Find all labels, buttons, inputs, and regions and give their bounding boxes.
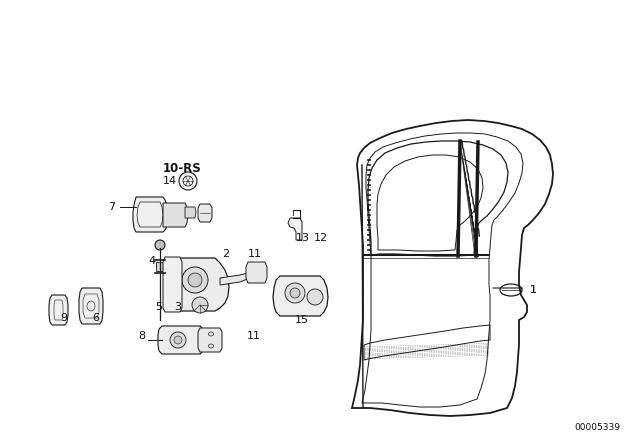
Polygon shape xyxy=(49,295,68,325)
Circle shape xyxy=(170,332,186,348)
Polygon shape xyxy=(158,326,205,354)
Circle shape xyxy=(174,336,182,344)
Text: 3: 3 xyxy=(174,302,181,312)
Polygon shape xyxy=(198,328,222,352)
Text: 14: 14 xyxy=(163,176,177,186)
Text: 5: 5 xyxy=(155,302,162,312)
Polygon shape xyxy=(169,258,229,311)
Polygon shape xyxy=(220,268,260,285)
Text: 10-RS: 10-RS xyxy=(163,161,202,175)
Text: 15: 15 xyxy=(295,315,309,325)
Text: 11: 11 xyxy=(247,331,261,341)
Text: 1: 1 xyxy=(530,285,537,295)
Circle shape xyxy=(307,289,323,305)
Text: 6: 6 xyxy=(92,313,99,323)
Text: 7: 7 xyxy=(108,202,115,212)
Circle shape xyxy=(188,273,202,287)
Circle shape xyxy=(290,288,300,298)
Circle shape xyxy=(179,172,197,190)
Circle shape xyxy=(182,267,208,293)
Text: 2: 2 xyxy=(222,249,229,259)
Polygon shape xyxy=(246,262,267,283)
Polygon shape xyxy=(79,288,103,324)
Polygon shape xyxy=(198,204,212,222)
Text: 8: 8 xyxy=(138,331,145,341)
Text: 4: 4 xyxy=(148,256,155,266)
Polygon shape xyxy=(133,197,168,232)
Text: 9: 9 xyxy=(60,313,67,323)
Polygon shape xyxy=(163,203,188,227)
Polygon shape xyxy=(185,207,196,218)
Polygon shape xyxy=(273,276,328,316)
Circle shape xyxy=(192,297,208,313)
Text: 00005339: 00005339 xyxy=(574,423,620,432)
Text: 12: 12 xyxy=(314,233,328,243)
Polygon shape xyxy=(163,257,182,312)
Circle shape xyxy=(155,240,165,250)
Text: 13: 13 xyxy=(296,233,310,243)
Circle shape xyxy=(285,283,305,303)
Bar xyxy=(156,262,164,271)
Text: 11: 11 xyxy=(248,249,262,259)
Polygon shape xyxy=(288,218,302,240)
Text: 1: 1 xyxy=(530,285,537,295)
